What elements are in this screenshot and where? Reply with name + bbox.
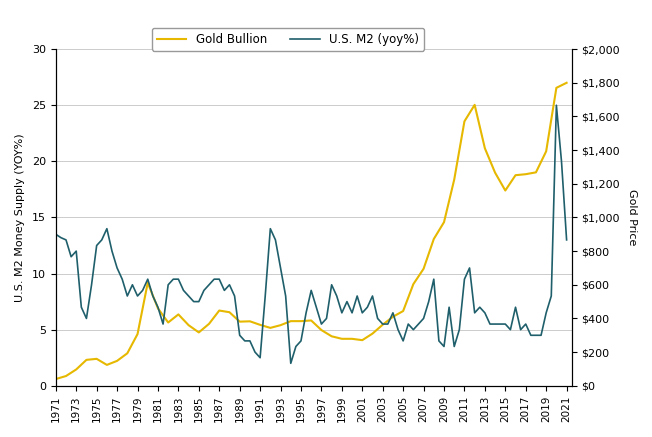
U.S. M2 (yoy%) [440, 344, 448, 349]
Y-axis label: Gold Price: Gold Price [627, 189, 637, 246]
U.S. M2 (yoy%) [292, 344, 300, 349]
Y-axis label: U.S. M2 Money Supply (YOY%): U.S. M2 Money Supply (YOY%) [15, 133, 25, 302]
U.S. M2 (yoy%) [52, 232, 60, 237]
Gold Bullion [563, 80, 570, 85]
Gold Bullion [205, 321, 213, 326]
Legend: Gold Bullion, U.S. M2 (yoy%): Gold Bullion, U.S. M2 (yoy%) [152, 28, 424, 51]
Gold Bullion [215, 308, 223, 313]
Gold Bullion [389, 314, 397, 319]
Gold Bullion [52, 376, 60, 382]
U.S. M2 (yoy%) [363, 305, 371, 310]
U.S. M2 (yoy%) [87, 282, 95, 288]
U.S. M2 (yoy%) [563, 237, 570, 243]
U.S. M2 (yoy%) [552, 103, 560, 108]
U.S. M2 (yoy%) [287, 361, 295, 366]
Gold Bullion [420, 266, 428, 271]
U.S. M2 (yoy%) [415, 322, 422, 327]
Gold Bullion [552, 85, 560, 90]
Line: Gold Bullion: Gold Bullion [56, 83, 567, 379]
Line: U.S. M2 (yoy%): U.S. M2 (yoy%) [56, 105, 567, 363]
Gold Bullion [164, 320, 172, 325]
U.S. M2 (yoy%) [179, 288, 187, 293]
